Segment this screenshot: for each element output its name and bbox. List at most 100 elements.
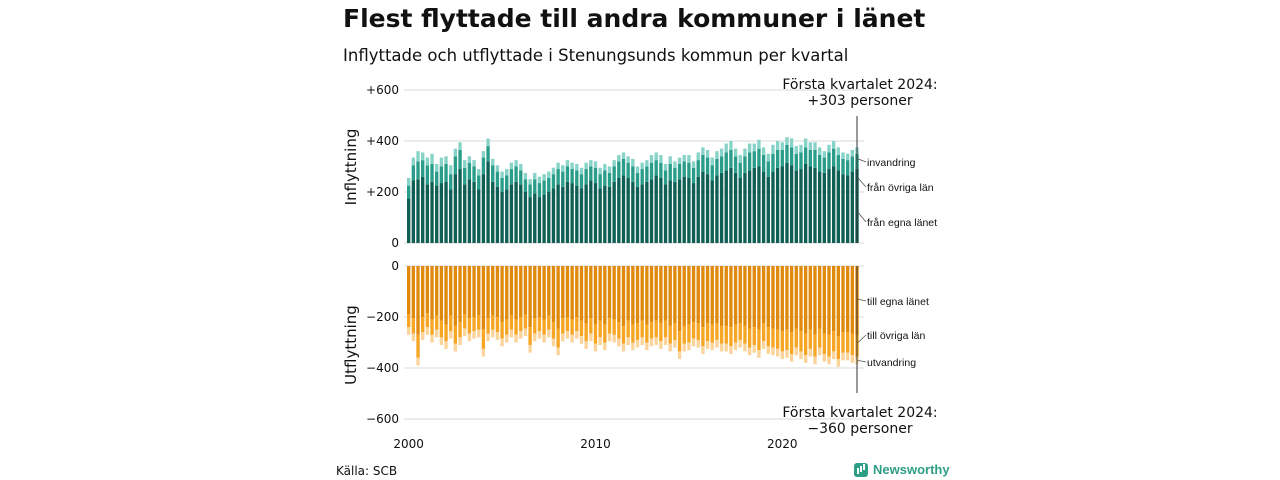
inflow-bar-segment xyxy=(729,141,733,150)
inflow-bar-segment xyxy=(701,171,705,243)
outflow-bar-segment xyxy=(617,322,621,339)
outflow-bar-segment xyxy=(771,347,775,356)
inflow-bar-segment xyxy=(808,142,812,150)
inflow-bar-segment xyxy=(663,184,668,243)
inflow-bar-segment xyxy=(687,162,691,178)
inflow-bar-segment xyxy=(836,170,841,243)
inflow-bar-segment xyxy=(603,163,607,171)
inflow-bar-segment xyxy=(430,153,434,164)
inflow-bar-segment xyxy=(822,157,826,173)
outflow-bar-segment xyxy=(463,328,467,337)
outflow-bar-segment xyxy=(589,318,593,334)
outflow-bar-segment xyxy=(617,266,621,323)
outflow-bar-segment xyxy=(449,266,453,316)
inflow-bar-segment xyxy=(743,148,747,157)
inflow-bar-segment xyxy=(472,160,476,167)
outflow-bar-segment xyxy=(495,266,500,317)
outflow-bar-segment xyxy=(845,352,850,361)
inflow-bar-segment xyxy=(850,156,855,172)
inflow-bar-segment xyxy=(509,162,514,170)
outflow-bar-segment xyxy=(817,328,822,348)
outflow-bar-segment xyxy=(612,266,616,320)
outflow-bar-segment xyxy=(565,331,570,339)
outflow-bar-segment xyxy=(500,322,504,339)
outflow-bar-segment xyxy=(789,266,794,333)
outflow-bar-segment xyxy=(845,266,850,333)
outflow-bar-segment xyxy=(696,266,700,324)
inflow-bar-segment xyxy=(766,161,770,177)
inflow-bar-segment xyxy=(775,167,780,243)
outflow-bar-segment xyxy=(761,323,766,342)
inflow-bar-segment xyxy=(509,169,514,185)
inflow-bar-segment xyxy=(607,166,612,173)
outflow-bar-segment xyxy=(850,333,855,356)
inflow-bar-segment xyxy=(813,142,817,150)
outflow-bar-segment xyxy=(836,336,841,360)
inflow-bar-segment xyxy=(836,147,841,156)
outflow-bar-segment xyxy=(691,338,696,347)
outflow-bar-segment xyxy=(467,266,472,319)
inflow-bar-segment xyxy=(757,148,761,167)
inflow-bar-segment xyxy=(575,163,579,171)
brand[interactable]: Newsworthy xyxy=(854,462,950,477)
outflow-bar-segment xyxy=(691,322,696,339)
inflow-bar-segment xyxy=(570,183,574,243)
top-annotation-text: Första kvartalet 2024: xyxy=(782,77,937,93)
inflow-bar-segment xyxy=(794,146,798,154)
outflow-bar-segment xyxy=(449,331,453,339)
outflow-bar-segment xyxy=(509,315,514,330)
outflow-series-label: till egna länet xyxy=(867,296,929,308)
inflow-bar-segment xyxy=(514,166,518,182)
inflow-bar-segment xyxy=(477,169,481,176)
inflow-bar-segment xyxy=(575,170,579,186)
outflow-bar-segment xyxy=(579,320,584,337)
newsworthy-logo-icon xyxy=(854,462,868,477)
outflow-bar-segment xyxy=(640,320,644,338)
inflow-bar-segment xyxy=(435,171,439,186)
inflow-bar-segment xyxy=(719,172,724,244)
outflow-bar-segment xyxy=(537,331,542,339)
inflow-bar-segment xyxy=(803,138,808,148)
outflow-bar-segment xyxy=(794,266,798,329)
outflow-bar-segment xyxy=(682,343,686,352)
outflow-bar-segment xyxy=(705,323,710,342)
inflow-bar-segment xyxy=(701,155,705,172)
inflow-bar-segment xyxy=(444,163,448,182)
inflow-bar-segment xyxy=(710,180,714,244)
outflow-bar-segment xyxy=(668,266,672,326)
inflow-bar-segment xyxy=(565,160,570,167)
inflow-bar-segment xyxy=(458,142,462,150)
inflow-bar-segment xyxy=(411,180,416,244)
inflow-bar-segment xyxy=(640,169,644,185)
outflow-bar-segment xyxy=(780,351,784,360)
outflow-bar-segment xyxy=(705,341,710,349)
inflow-bar-segment xyxy=(771,171,775,243)
outflow-bar-segment xyxy=(458,266,462,323)
outflow-bar-segment xyxy=(472,266,476,317)
outflow-bar-segment xyxy=(500,338,504,347)
inflow-bar-segment xyxy=(715,151,719,159)
inflow-bar-segment xyxy=(486,146,490,162)
outflow-bar-segment xyxy=(598,266,602,321)
outflow-bar-segment xyxy=(743,343,747,352)
outflow-bar-segment xyxy=(813,356,817,365)
inflow-bar-segment xyxy=(477,175,481,190)
outflow-bar-segment xyxy=(547,315,551,330)
inflow-bar-segment xyxy=(733,156,738,173)
top-y-tick-label: +200 xyxy=(366,185,399,199)
outflow-bar-segment xyxy=(640,266,644,321)
inflow-bar-segment xyxy=(589,166,593,181)
inflow-bar-segment xyxy=(505,169,509,176)
outflow-bar-segment xyxy=(514,319,518,335)
inflow-bar-segment xyxy=(533,179,537,194)
outflow-bar-segment xyxy=(733,342,738,351)
inflow-bar-segment xyxy=(561,186,565,243)
inflow-bar-segment xyxy=(831,148,836,167)
inflow-bar-segment xyxy=(439,183,444,243)
inflow-bar-segment xyxy=(841,152,845,159)
outflow-bar-segment xyxy=(827,356,831,365)
inflow-bar-segment xyxy=(845,175,850,244)
outflow-bar-segment xyxy=(715,266,719,324)
inflow-bar-segment xyxy=(523,172,528,180)
x-tick-label: 2000 xyxy=(393,437,424,451)
